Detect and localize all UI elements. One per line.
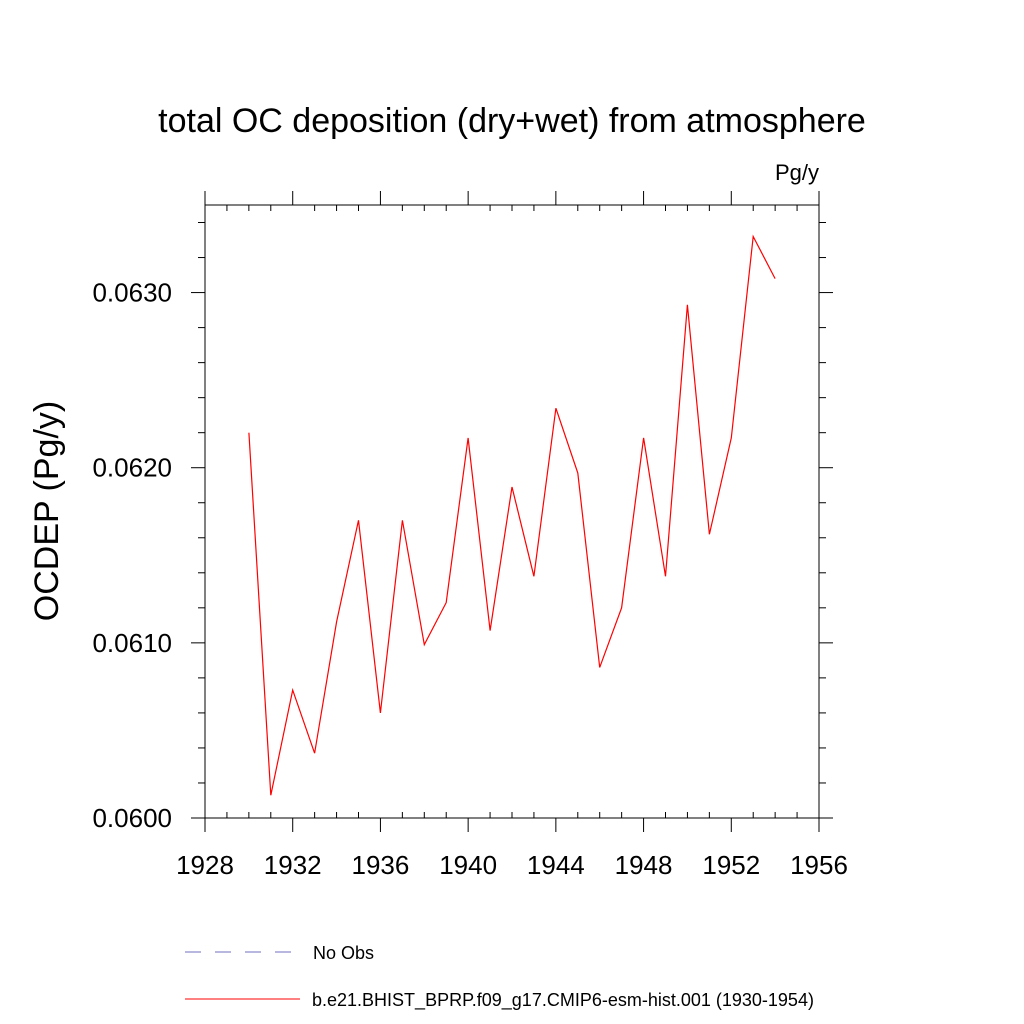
y-tick-label: 0.0600 bbox=[92, 803, 172, 833]
y-tick-labels: 0.0600 0.0610 0.0620 0.0630 bbox=[92, 278, 172, 833]
units-label: Pg/y bbox=[775, 160, 819, 185]
legend: No Obs b.e21.BHIST_BPRP.f09_g17.CMIP6-esm… bbox=[185, 943, 814, 1011]
x-tick-labels: 1928 1932 1936 1940 1944 1948 1952 1956 bbox=[176, 850, 848, 880]
x-tick-label: 1940 bbox=[439, 850, 497, 880]
x-tick-label: 1948 bbox=[615, 850, 673, 880]
y-tick-label: 0.0630 bbox=[92, 278, 172, 308]
legend-label: b.e21.BHIST_BPRP.f09_g17.CMIP6-esm-hist.… bbox=[312, 990, 814, 1011]
x-tick-label: 1932 bbox=[264, 850, 322, 880]
y-tick-label: 0.0610 bbox=[92, 628, 172, 658]
x-tick-label: 1936 bbox=[352, 850, 410, 880]
y-axis-label: OCDEP (Pg/y) bbox=[28, 401, 66, 621]
plot-frame bbox=[204, 204, 820, 819]
x-tick-label: 1952 bbox=[702, 850, 760, 880]
x-tick-label: 1944 bbox=[527, 850, 585, 880]
chart-title: total OC deposition (dry+wet) from atmos… bbox=[158, 102, 866, 140]
legend-label: No Obs bbox=[313, 943, 374, 963]
x-tick-label: 1928 bbox=[176, 850, 234, 880]
y-tick-label: 0.0620 bbox=[92, 453, 172, 483]
x-tick-label: 1956 bbox=[790, 850, 848, 880]
axis-ticks bbox=[191, 191, 833, 832]
series-lines bbox=[248, 234, 776, 796]
series-line bbox=[248, 234, 776, 796]
